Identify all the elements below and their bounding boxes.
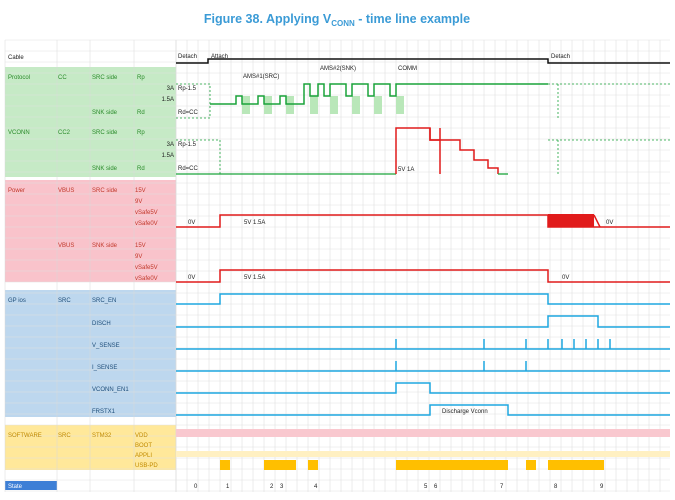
vconn-section-bg bbox=[5, 121, 176, 177]
grid bbox=[4, 39, 670, 492]
gpio-disch-label: DISCH bbox=[92, 321, 111, 327]
ams1-label: AMS#1(SRC) bbox=[243, 74, 279, 80]
vconn-rp-label: Rp bbox=[137, 130, 145, 136]
figure-number: Figure 38. bbox=[204, 12, 263, 26]
disch-wave bbox=[176, 315, 670, 328]
snk-0v-end-label: 0V bbox=[562, 275, 569, 281]
src-0v-end-label: 0V bbox=[606, 220, 613, 226]
cable-label: Cable bbox=[8, 55, 24, 61]
vconn-en1-wave bbox=[176, 382, 670, 394]
protocol-3a-label: 3A bbox=[167, 86, 174, 92]
discharge-label: Discharge Vconn bbox=[442, 409, 488, 415]
state-number-6: 6 bbox=[434, 484, 438, 490]
snk-5v15a-label: 5V 1.5A bbox=[244, 275, 265, 281]
vconn-cc2-label: CC2 bbox=[58, 130, 71, 136]
gpio-v-sense-label: V_SENSE bbox=[92, 343, 120, 349]
vconn-src-side-label: SRC side bbox=[92, 130, 118, 136]
protocol-rp-label: Rp bbox=[137, 75, 145, 81]
sw-src-label: SRC bbox=[58, 433, 71, 439]
vconn-5v1a-label: 5V 1A bbox=[398, 167, 414, 173]
figure-title: Figure 38. Applying VCONN - time line ex… bbox=[204, 12, 470, 28]
gpio-waveforms bbox=[176, 293, 670, 416]
protocol-cc-label: CC bbox=[58, 75, 67, 81]
gpios-label: GP ios bbox=[8, 298, 26, 304]
sw-vdd-label: VDD bbox=[135, 433, 148, 439]
power-snk-15v: 15V bbox=[135, 243, 146, 249]
state-label-bg bbox=[5, 481, 57, 490]
protocol-src-side-label: SRC side bbox=[92, 75, 118, 81]
state-number-7: 7 bbox=[500, 484, 504, 490]
vconn-3a-label: 3A bbox=[167, 142, 174, 148]
gpio-i-sense-label: I_SENSE bbox=[92, 365, 117, 371]
power-src-vbus-waveform bbox=[176, 214, 670, 228]
frstx1-wave bbox=[176, 404, 670, 416]
src-en-wave bbox=[176, 293, 670, 305]
power-src-vbus-label: VBUS bbox=[58, 188, 74, 194]
vconn-rp15-label: Rp-1.5 bbox=[178, 142, 197, 148]
src-0v-label: 0V bbox=[188, 220, 195, 226]
power-src-15v: 15V bbox=[135, 188, 146, 194]
detach-start-label: Detach bbox=[178, 54, 197, 60]
state-number-4: 4 bbox=[314, 484, 318, 490]
protocol-snk-side-label: SNK side bbox=[92, 110, 118, 116]
gpio-src-label: SRC bbox=[58, 298, 71, 304]
protocol-rd-label: Rd bbox=[137, 110, 145, 116]
protocol-label: Protocol bbox=[8, 75, 30, 81]
snk-0v-label: 0V bbox=[188, 275, 195, 281]
power-src-side-label: SRC side bbox=[92, 188, 118, 194]
power-src-9v: 9V bbox=[135, 199, 142, 205]
gpio-src-en-label: SRC_EN bbox=[92, 298, 116, 304]
power-section-bg bbox=[5, 180, 176, 282]
comm-label: COMM bbox=[398, 66, 417, 72]
power-snk-side-label: SNK side bbox=[92, 243, 118, 249]
vconn-15a-label: 1.5A bbox=[162, 153, 174, 159]
gpio-vconn-en1-label: VCONN_EN1 bbox=[92, 387, 129, 393]
vconn-waveform bbox=[176, 127, 670, 175]
state-number-0: 0 bbox=[194, 484, 198, 490]
state-number-1: 1 bbox=[226, 484, 230, 490]
protocol-rdcc-label: Rd=CC bbox=[178, 110, 199, 116]
power-snk-vbus-label: VBUS bbox=[58, 243, 74, 249]
protocol-rp15-label: Rp-1.5 bbox=[178, 86, 197, 92]
vconn-rdcc-label: Rd=CC bbox=[178, 166, 199, 172]
ams2-label: AMS#2(SNK) bbox=[320, 66, 356, 72]
sw-usbpd-label: USB-PD bbox=[135, 463, 158, 469]
gpio-frstx1-label: FRSTX1 bbox=[92, 409, 116, 415]
software-label: SOFTWARE bbox=[8, 433, 42, 439]
software-bands bbox=[176, 429, 670, 470]
state-number-2: 2 bbox=[270, 484, 274, 490]
state-number-3: 3 bbox=[280, 484, 284, 490]
software-section-bg bbox=[5, 425, 176, 470]
vconn-rd-label: Rd bbox=[137, 166, 145, 172]
power-label: Power bbox=[8, 188, 25, 194]
detach-end-label: Detach bbox=[551, 54, 570, 60]
power-snk-vsafe0v: vSafe0V bbox=[135, 276, 158, 282]
sw-boot-label: BOOT bbox=[135, 443, 152, 449]
state-number-9: 9 bbox=[600, 484, 604, 490]
i-sense-wave bbox=[176, 361, 670, 372]
sw-stm32-label: STM32 bbox=[92, 433, 112, 439]
sw-appli-label: APPLI bbox=[135, 453, 152, 459]
state-label: State bbox=[8, 484, 23, 490]
cable-state-line bbox=[176, 58, 670, 64]
protocol-15a-label: 1.5A bbox=[162, 97, 174, 103]
gpio-section-bg bbox=[5, 290, 176, 417]
power-src-vsafe0v: vSafe0V bbox=[135, 221, 158, 227]
vconn-label: VCONN bbox=[8, 130, 30, 136]
power-snk-vbus-waveform bbox=[176, 269, 670, 283]
power-snk-9v: 9V bbox=[135, 254, 142, 260]
src-5v15a-label: 5V 1.5A bbox=[244, 220, 265, 226]
power-src-vsafe5v: vSafe5V bbox=[135, 210, 158, 216]
power-snk-vsafe5v: vSafe5V bbox=[135, 265, 158, 271]
attach-label: Attach bbox=[211, 54, 228, 60]
protocol-waveform bbox=[176, 83, 670, 119]
vconn-snk-side-label: SNK side bbox=[92, 166, 118, 172]
v-sense-wave bbox=[176, 339, 670, 350]
state-number-5: 5 bbox=[424, 484, 428, 490]
state-number-8: 8 bbox=[554, 484, 558, 490]
